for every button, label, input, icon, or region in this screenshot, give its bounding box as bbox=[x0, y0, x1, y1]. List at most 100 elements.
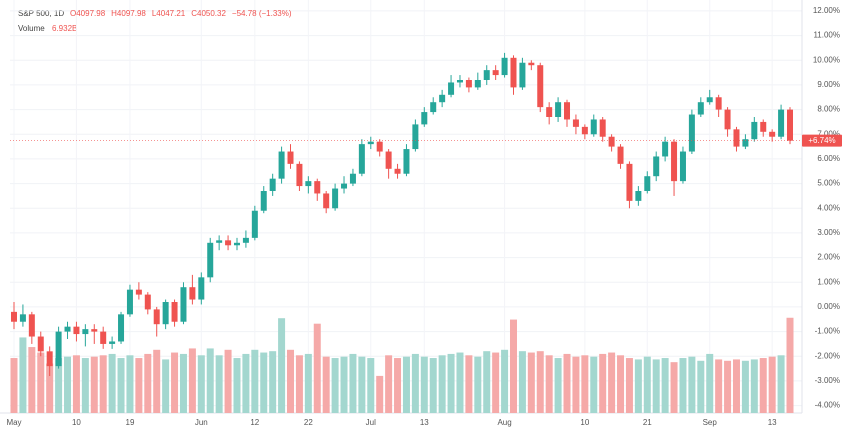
x-tick-label: 13 bbox=[768, 418, 777, 427]
volume-bar bbox=[590, 356, 598, 413]
candle-body bbox=[28, 314, 35, 337]
candle-body bbox=[564, 102, 571, 120]
candle-body bbox=[91, 329, 98, 332]
volume-bar bbox=[563, 353, 571, 413]
candle-body bbox=[242, 237, 249, 243]
candle-body bbox=[626, 163, 633, 201]
y-tick-label: 5.00% bbox=[817, 179, 840, 188]
candle-body bbox=[82, 329, 89, 335]
y-tick-label: 9.00% bbox=[817, 80, 840, 89]
candle-body bbox=[662, 141, 669, 157]
volume-bar bbox=[652, 359, 660, 413]
candle-body bbox=[465, 80, 472, 88]
volume-bar bbox=[581, 355, 589, 413]
candle-body bbox=[599, 119, 606, 137]
volume-bar bbox=[206, 348, 214, 413]
x-tick-label: Aug bbox=[497, 418, 511, 427]
volume-bar bbox=[28, 347, 36, 413]
x-tick-label: 10 bbox=[72, 418, 81, 427]
volume-bar bbox=[501, 349, 509, 413]
volume-bar bbox=[215, 355, 223, 413]
volume-bar bbox=[251, 349, 259, 413]
candle-body bbox=[19, 314, 26, 322]
volume-bar bbox=[483, 351, 491, 413]
candle-body bbox=[787, 109, 793, 141]
volume-bar bbox=[304, 353, 312, 413]
candle-body bbox=[385, 151, 392, 169]
candle-body bbox=[715, 97, 722, 110]
y-tick-label: 3.00% bbox=[817, 228, 840, 237]
candle-body bbox=[100, 331, 107, 344]
volume-bar bbox=[536, 351, 544, 413]
candle-body bbox=[118, 314, 125, 342]
candle-body bbox=[492, 70, 499, 76]
volume-bar bbox=[135, 358, 143, 413]
candle-body bbox=[37, 336, 44, 352]
y-tick-label: 12.00% bbox=[813, 6, 840, 15]
candle-body bbox=[64, 326, 71, 332]
y-tick-label: -3.00% bbox=[815, 376, 840, 385]
volume-label: 6.932B bbox=[52, 24, 77, 33]
candle-body bbox=[11, 311, 17, 322]
candle-body bbox=[233, 242, 240, 246]
candle-body bbox=[581, 126, 588, 135]
candle-body bbox=[528, 62, 535, 66]
y-tick-label: -4.00% bbox=[815, 401, 840, 410]
volume-bar bbox=[331, 358, 339, 413]
candle-body bbox=[376, 141, 383, 152]
candle-body bbox=[287, 151, 294, 164]
volume-bar bbox=[233, 358, 241, 413]
volume-name: Volume bbox=[18, 24, 45, 33]
volume-bar bbox=[518, 351, 526, 413]
candle-body bbox=[135, 289, 142, 295]
volume-bar bbox=[429, 358, 437, 413]
volume-bar bbox=[55, 358, 63, 413]
volume-bar bbox=[269, 351, 277, 413]
candle-body bbox=[671, 141, 678, 182]
volume-bar bbox=[340, 356, 348, 413]
y-tick-label: -1.00% bbox=[815, 327, 840, 336]
candle-body bbox=[697, 102, 704, 115]
candle-body bbox=[109, 341, 116, 344]
volume-bar bbox=[661, 358, 669, 413]
candle-body bbox=[251, 210, 258, 238]
volume-bar bbox=[447, 353, 455, 413]
candle-body bbox=[207, 242, 214, 278]
x-tick-label: 10 bbox=[580, 418, 589, 427]
volume-bar bbox=[724, 360, 732, 413]
x-tick-label: May bbox=[6, 418, 21, 427]
candle-body bbox=[198, 277, 205, 300]
candle-body bbox=[483, 70, 490, 80]
volume-bar bbox=[679, 358, 687, 413]
volume-bar bbox=[741, 360, 749, 413]
volume-bar bbox=[759, 358, 767, 413]
candle-body bbox=[688, 114, 695, 152]
candle-body bbox=[126, 289, 133, 315]
volume-bar bbox=[617, 355, 625, 413]
volume-bar bbox=[376, 375, 384, 413]
y-tick-label: 7.00% bbox=[817, 129, 840, 138]
grid bbox=[10, 0, 802, 413]
last-price-label: +6.74% bbox=[808, 136, 835, 145]
chart-title: S&P 500, 1D bbox=[18, 9, 64, 18]
volume-bar bbox=[474, 356, 482, 413]
candle-body bbox=[537, 65, 544, 108]
volume-bar bbox=[385, 355, 393, 413]
volume-bar bbox=[278, 318, 286, 413]
volume-bar bbox=[295, 355, 303, 413]
candle-body bbox=[278, 151, 285, 179]
volume-bar bbox=[367, 358, 375, 413]
volume-bar bbox=[572, 356, 580, 413]
volume-bar bbox=[64, 356, 72, 413]
volume-bar bbox=[509, 319, 517, 413]
volume-bar bbox=[715, 359, 723, 413]
candle-body bbox=[608, 136, 615, 147]
candle-body bbox=[590, 119, 597, 135]
volume-bar bbox=[527, 352, 535, 413]
candle-body bbox=[55, 331, 62, 367]
volume-bar bbox=[197, 355, 205, 413]
volume-bar bbox=[171, 352, 179, 413]
candle-body bbox=[332, 188, 339, 209]
candle-body bbox=[46, 351, 53, 367]
x-tick-label: Sep bbox=[703, 418, 718, 427]
